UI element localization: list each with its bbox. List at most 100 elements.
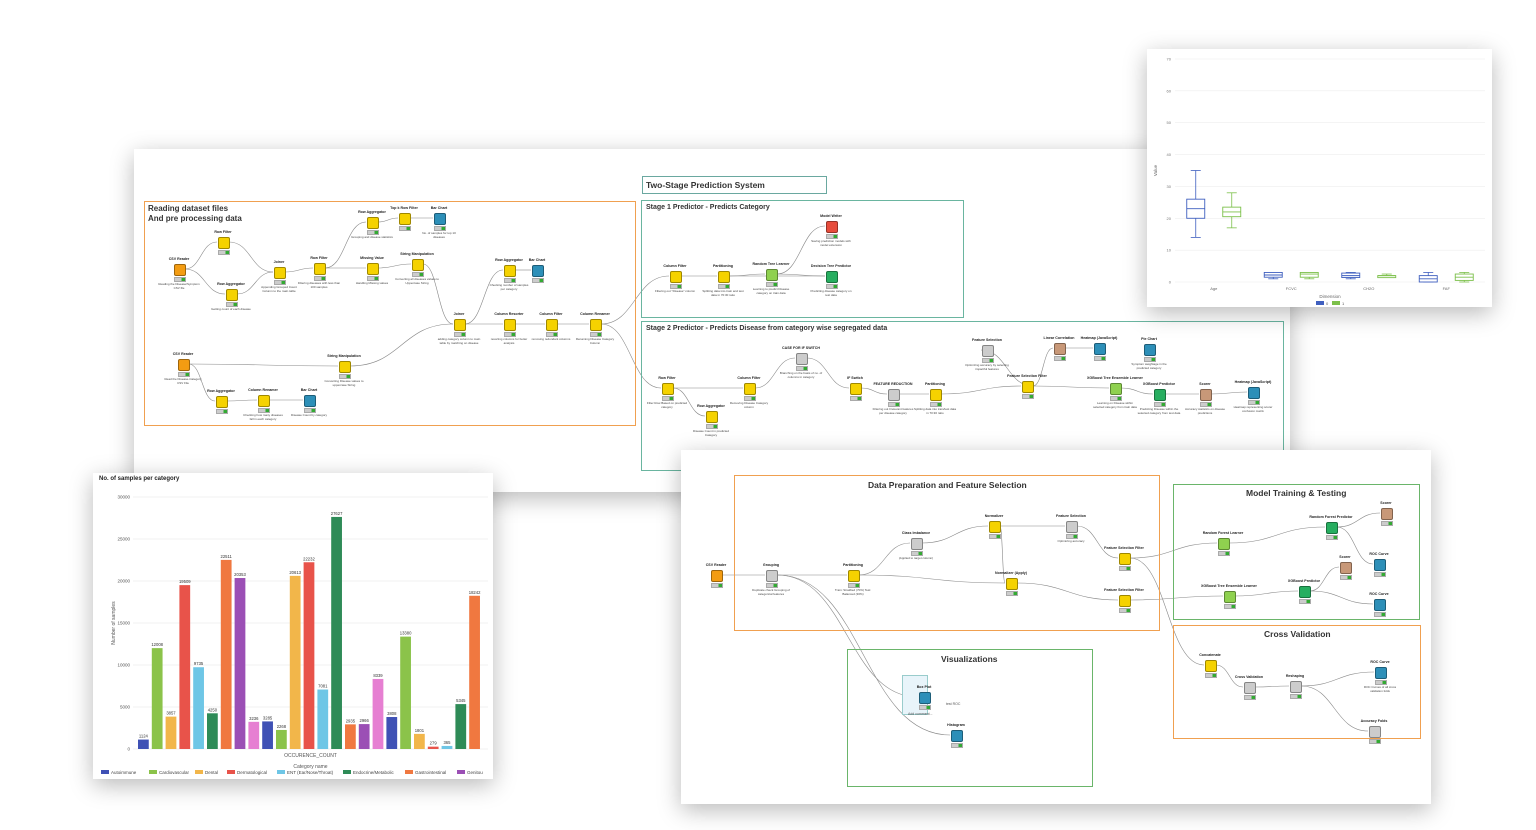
box-plot-box[interactable] xyxy=(1454,272,1474,283)
legend-label[interactable]: 1 xyxy=(1342,301,1345,306)
legend-swatch[interactable] xyxy=(227,770,235,774)
bar[interactable] xyxy=(303,562,315,749)
stage-node-description[interactable]: Filtering out "Disease" column xyxy=(655,289,695,293)
legend-swatch[interactable] xyxy=(1316,301,1324,305)
classifier-node-icon[interactable] xyxy=(1374,559,1386,571)
legend-swatch[interactable] xyxy=(1332,301,1340,305)
stage-node-description[interactable]: Filter Row Based on predicted category xyxy=(646,401,688,409)
classifier-node-description[interactable]: (Applied to target column) xyxy=(898,556,934,560)
stage-node-description[interactable]: Getting count of each disease xyxy=(211,307,251,311)
legend-swatch[interactable] xyxy=(457,770,465,774)
stage-node-description[interactable]: Disease Count by category xyxy=(290,413,328,417)
legend-swatch[interactable] xyxy=(277,770,285,774)
stage-node-description[interactable]: adding category column to main table by … xyxy=(437,337,481,345)
stage-node-description[interactable]: Removing Disease Category column xyxy=(729,401,769,409)
legend-swatch[interactable] xyxy=(405,770,413,774)
stage-node-description[interactable]: Filtering diseases with less than 100 sa… xyxy=(297,281,341,289)
bar[interactable] xyxy=(345,724,356,749)
stage-node-icon[interactable] xyxy=(1200,389,1212,401)
stage-node-icon[interactable] xyxy=(339,361,351,373)
stage-node-icon[interactable] xyxy=(706,411,718,423)
stage-node-icon[interactable] xyxy=(888,389,900,401)
classifier-node-icon[interactable] xyxy=(1205,660,1217,672)
bar[interactable] xyxy=(151,648,163,749)
stage-node-description[interactable]: Splitting data into train and test data … xyxy=(702,289,744,297)
stage-node-description[interactable]: Disease Count in predicted Category xyxy=(692,429,730,437)
bar[interactable] xyxy=(386,717,398,749)
classifier-node-icon[interactable] xyxy=(1369,726,1381,738)
stage-node-description[interactable]: Predicting Disease within the selected c… xyxy=(1137,407,1181,415)
stage-node-icon[interactable] xyxy=(218,237,230,249)
legend-label[interactable]: Cardiovascular xyxy=(159,770,190,775)
stage-node-icon[interactable] xyxy=(454,319,466,331)
stage-node-description[interactable]: removing redundant columns xyxy=(531,337,571,341)
stage-node-description[interactable]: Converting all diseases values to Upperc… xyxy=(395,277,439,285)
stage-node-icon[interactable] xyxy=(826,271,838,283)
bar[interactable] xyxy=(414,733,425,749)
stage-node-description[interactable]: Accuracy statistics on disease predictio… xyxy=(1184,407,1226,415)
stage-node-icon[interactable] xyxy=(314,263,326,275)
classifier-node-icon[interactable] xyxy=(1290,681,1302,693)
legend-label[interactable]: 0 xyxy=(1326,301,1329,306)
stage-node-icon[interactable] xyxy=(434,213,446,225)
classifier-node-icon[interactable] xyxy=(1375,667,1387,679)
stage-node-icon[interactable] xyxy=(662,383,674,395)
bar[interactable] xyxy=(179,585,191,749)
stage-node-icon[interactable] xyxy=(367,263,379,275)
bar[interactable] xyxy=(248,721,260,749)
bar[interactable] xyxy=(441,745,453,749)
classifier-node-icon[interactable] xyxy=(1381,508,1393,520)
legend-label[interactable]: ENT (Ear/Nose/Throat) xyxy=(287,770,334,775)
bar[interactable] xyxy=(234,578,246,749)
box-plot-box[interactable] xyxy=(1263,271,1283,280)
stage-node-description[interactable]: resorting columns for better analysis xyxy=(490,337,528,345)
stage-node-icon[interactable] xyxy=(412,259,424,271)
stage-node-icon[interactable] xyxy=(590,319,602,331)
stage-node-icon[interactable] xyxy=(744,383,756,395)
stage-node-description[interactable]: Splitting data into train/test data in 7… xyxy=(913,407,957,415)
legend-label[interactable]: Gastrointestinal xyxy=(415,770,446,775)
stage-node-description[interactable]: Optimizing accuracy by selecting impactf… xyxy=(965,363,1009,371)
stage-node-icon[interactable] xyxy=(670,271,682,283)
legend-label[interactable]: Dermatological xyxy=(237,770,267,775)
stage-node-description[interactable]: Handling Missing values xyxy=(355,281,389,285)
bar[interactable] xyxy=(207,713,218,749)
stage-node-icon[interactable] xyxy=(399,213,411,225)
stage-node-description[interactable]: Checking number of samples per category xyxy=(489,283,529,291)
classifier-node-icon[interactable] xyxy=(1299,586,1311,598)
stage-node-description[interactable]: Learning to predict Disease category on … xyxy=(752,287,790,295)
box-plot-box[interactable] xyxy=(1186,170,1206,238)
stage-node-icon[interactable] xyxy=(850,383,862,395)
stage-node-icon[interactable] xyxy=(174,264,186,276)
stage-node-icon[interactable] xyxy=(304,395,316,407)
legend-label[interactable]: Endocrine/Metabolic xyxy=(353,770,395,775)
bar[interactable] xyxy=(358,724,370,749)
bar[interactable] xyxy=(331,516,342,749)
classifier-node-description[interactable]: ROC Curves of all cross validation folds xyxy=(1363,685,1397,693)
bar[interactable] xyxy=(220,559,232,749)
stage-node-description[interactable]: Appending Grouped Count Column to the ma… xyxy=(261,285,297,293)
bar[interactable] xyxy=(317,689,329,749)
legend-swatch[interactable] xyxy=(195,770,203,774)
classifier-node-icon[interactable] xyxy=(848,570,860,582)
stage-node-description[interactable]: Predicting disease category on test data xyxy=(810,289,852,297)
stage-node-icon[interactable] xyxy=(1022,381,1034,393)
classifier-node-icon[interactable] xyxy=(989,521,1001,533)
bar[interactable] xyxy=(262,721,273,749)
bar[interactable] xyxy=(455,704,467,749)
bar[interactable] xyxy=(400,636,411,749)
bar[interactable] xyxy=(289,575,301,749)
legend-label[interactable]: Genitou xyxy=(467,770,483,775)
legend-label[interactable]: Dental xyxy=(205,770,218,775)
stage-node-description[interactable]: Read the Disease-Category CSV File xyxy=(164,377,202,385)
stage-node-icon[interactable] xyxy=(982,345,994,357)
legend-swatch[interactable] xyxy=(149,770,157,774)
classifier-node-icon[interactable] xyxy=(1244,682,1256,694)
classifier-node-description[interactable]: Optimizing accuracy xyxy=(1057,539,1085,543)
bar[interactable] xyxy=(469,595,480,749)
classifier-node-icon[interactable] xyxy=(951,730,963,742)
classifier-node-description[interactable]: Train: Stratified (70%) Test: Balanced (… xyxy=(834,588,872,596)
stage-node-description[interactable]: Checking how many diseases fall in each … xyxy=(243,413,283,421)
stage-node-description[interactable]: Grouping and disease statistics xyxy=(351,235,393,239)
add-comment-text[interactable]: Add comment... xyxy=(908,712,933,716)
